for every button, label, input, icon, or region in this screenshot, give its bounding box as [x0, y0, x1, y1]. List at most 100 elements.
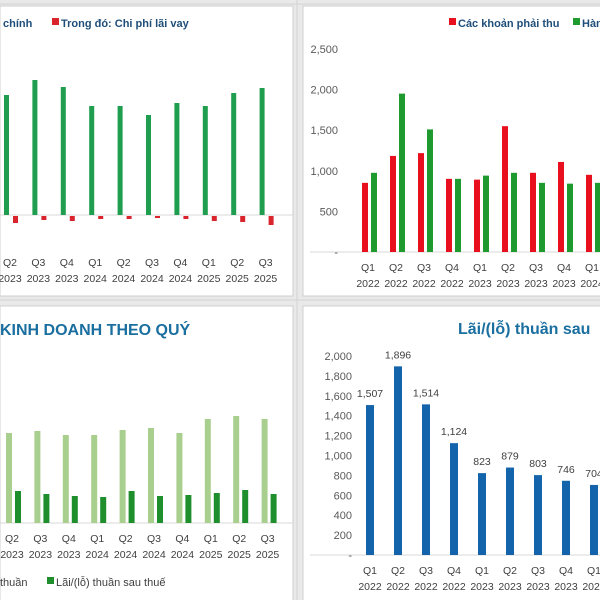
- y-tick-label: 2,000: [324, 351, 352, 363]
- bar: [43, 494, 50, 523]
- x-tick-label: Q3: [259, 257, 273, 269]
- y-tick-label: 2,500: [310, 44, 338, 56]
- x-tick-label: Q2: [230, 257, 244, 269]
- x-tick-label: Q4: [60, 257, 74, 269]
- x-tick-label: Q3: [147, 533, 161, 545]
- x-tick-label: 2022: [412, 278, 436, 290]
- x-tick-label: 2022: [442, 581, 466, 593]
- x-tick-label: Q2: [503, 565, 517, 577]
- bar: [202, 106, 208, 215]
- bar: [146, 115, 151, 215]
- x-tick-label: Q2: [117, 257, 131, 269]
- bar: [34, 431, 41, 523]
- x-tick-label: 2023: [0, 273, 22, 285]
- x-tick-label: Q2: [5, 533, 19, 545]
- bar: [117, 106, 123, 215]
- bar: [390, 155, 396, 252]
- x-tick-label: Q1: [587, 565, 600, 577]
- x-tick-label: 2025: [254, 273, 278, 285]
- bar: [558, 161, 564, 252]
- bar: [259, 88, 265, 215]
- legend-label: Trong đó: Chi phí lãi vay: [61, 18, 190, 30]
- bar: [371, 172, 377, 252]
- bar: [242, 490, 249, 523]
- x-tick-label: 2024: [142, 549, 166, 561]
- x-tick-label: Q3: [33, 533, 47, 545]
- legend-swatch: [449, 18, 456, 25]
- bar: [530, 172, 536, 252]
- x-tick-label: 2025: [197, 273, 221, 285]
- x-tick-label: 2024: [140, 273, 164, 285]
- x-tick-label: Q2: [501, 262, 515, 274]
- bar: [418, 153, 424, 252]
- x-tick-label: 2024: [112, 273, 136, 285]
- bar: [446, 178, 452, 252]
- y-tick-label: -: [334, 247, 338, 259]
- x-tick-label: Q1: [475, 565, 489, 577]
- x-tick-label: Q4: [447, 565, 461, 577]
- y-tick-label: 400: [334, 510, 352, 522]
- bar: [41, 216, 47, 220]
- bar: [270, 494, 277, 523]
- bar: [100, 497, 107, 523]
- x-tick-label: 2024: [171, 549, 195, 561]
- bar: [148, 428, 154, 523]
- bar: [534, 475, 542, 555]
- x-tick-label: Q1: [204, 533, 218, 545]
- bar: [98, 216, 104, 219]
- bar: [176, 433, 183, 523]
- bar: [71, 496, 78, 523]
- bar: [478, 473, 486, 555]
- y-tick-label: 800: [334, 470, 352, 482]
- x-tick-label: 2023: [57, 549, 81, 561]
- x-tick-label: 2023: [498, 581, 522, 593]
- bar: [474, 179, 480, 252]
- y-tick-label: 200: [334, 530, 352, 542]
- bar: [69, 216, 75, 221]
- bar: [231, 93, 237, 215]
- data-label: 704: [585, 468, 600, 480]
- x-tick-label: 2022: [386, 581, 410, 593]
- y-tick-label: 1,400: [324, 411, 352, 423]
- x-tick-label: Q1: [90, 533, 104, 545]
- x-tick-label: 2025: [228, 549, 252, 561]
- bar: [427, 129, 433, 252]
- x-tick-label: Q4: [173, 257, 187, 269]
- bar: [32, 80, 38, 215]
- x-tick-label: 2023: [0, 549, 24, 561]
- x-tick-label: Q1: [585, 262, 599, 274]
- x-tick-label: 2024: [580, 278, 600, 290]
- bar: [483, 175, 489, 252]
- bar: [13, 216, 18, 223]
- bar: [268, 216, 274, 225]
- x-tick-label: 2023: [29, 549, 53, 561]
- bar: [157, 496, 163, 523]
- x-tick-label: 2023: [55, 273, 79, 285]
- y-tick-label: 500: [320, 206, 338, 218]
- y-tick-label: 2,000: [310, 85, 338, 97]
- bar: [233, 416, 240, 523]
- legend-swatch: [47, 577, 54, 584]
- data-label: 823: [473, 456, 491, 468]
- x-tick-label: Q4: [175, 533, 189, 545]
- bar: [586, 174, 592, 252]
- x-tick-label: 2024: [582, 581, 600, 593]
- y-tick-label: 1,000: [310, 166, 338, 178]
- chart-title: KINH DOANH THEO QUÝ: [0, 320, 191, 339]
- x-tick-label: 2023: [468, 278, 492, 290]
- y-tick-label: -: [348, 550, 352, 562]
- bar: [60, 87, 66, 215]
- data-label: 1,514: [413, 387, 439, 399]
- bar: [155, 216, 160, 218]
- y-tick-label: 1,000: [324, 451, 352, 463]
- x-tick-label: Q2: [119, 533, 133, 545]
- bar: [174, 103, 180, 215]
- legend-swatch: [573, 18, 580, 25]
- x-tick-label: 2024: [84, 273, 108, 285]
- x-tick-label: 2024: [114, 549, 138, 561]
- x-tick-label: Q1: [363, 565, 377, 577]
- x-tick-label: Q4: [559, 565, 573, 577]
- x-tick-label: 2022: [414, 581, 438, 593]
